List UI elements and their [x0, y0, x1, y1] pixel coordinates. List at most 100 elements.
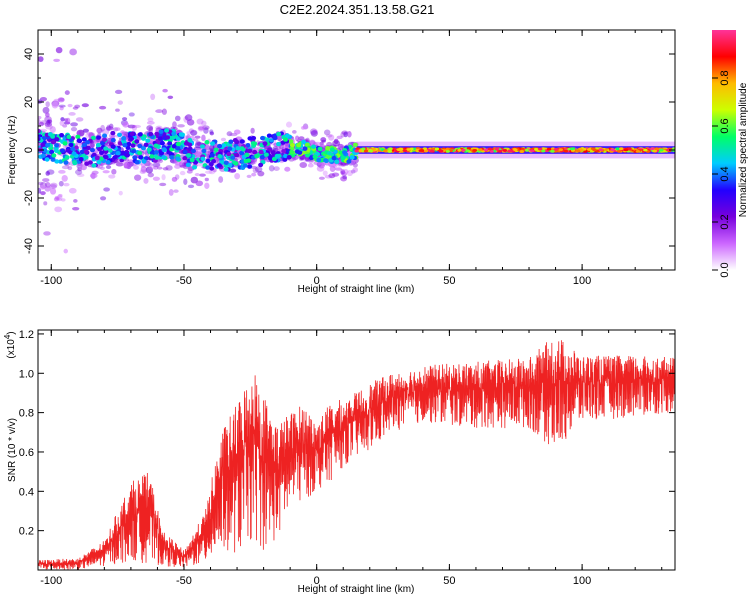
spectrogram-ridge-cell	[91, 152, 97, 158]
spectrogram-noise-cell	[268, 165, 275, 172]
spectrogram-noise-cell	[82, 128, 89, 133]
spectrogram-noise-cell	[196, 118, 204, 125]
spectrogram-noise-cell	[146, 121, 155, 125]
x-tick-label: 0	[314, 575, 320, 587]
spectrogram-noise-cell	[156, 166, 163, 170]
spectrogram-noise-cell	[39, 181, 47, 189]
spectrogram-ridge-cell	[494, 147, 500, 151]
spectrogram-ridge-cell	[84, 161, 90, 166]
spectrogram-ridge-cell	[627, 147, 632, 151]
spectrogram-ridge-cell	[204, 139, 210, 145]
spectrogram-ridge-cell	[524, 148, 530, 152]
spectrogram-ridge-cell	[205, 158, 211, 164]
spectrogram-noise-cell	[59, 120, 65, 126]
snr-x-label: Height of straight line (km)	[298, 584, 415, 595]
spectrogram-ridge-cell	[145, 138, 151, 143]
spectrogram-ridge-cell	[154, 131, 160, 137]
spectrogram-noise-cell	[74, 169, 83, 175]
spectrogram-noise-cell	[319, 141, 324, 146]
spectrogram-ridge-cell	[541, 149, 546, 153]
spectrogram-ridge-cell	[209, 152, 215, 158]
spectrogram-noise-cell	[193, 150, 202, 158]
spectrogram-noise-cell	[172, 121, 177, 129]
spectrogram-noise-cell	[307, 163, 314, 168]
spectrogram-noise-cell	[203, 127, 209, 134]
spectrogram-ridge-cell	[478, 148, 483, 152]
spectrogram-ridge-cell	[110, 130, 116, 136]
spectrogram-ridge-cell	[270, 150, 276, 155]
spectrogram-ridge-cell	[553, 148, 559, 151]
spectrogram-noise-cell	[45, 182, 51, 188]
spectrogram-ridge-cell	[161, 147, 167, 152]
spectrogram-ridge-cell	[226, 151, 232, 157]
spectrogram-noise-cell	[105, 165, 112, 170]
y-tick-label: 1.0	[19, 368, 34, 380]
spectrogram-ridge-cell	[115, 151, 121, 156]
spectrogram-noise-cell	[68, 112, 76, 116]
spectrogram-ridge-cell	[97, 146, 103, 152]
snr-y-multiplier-close: )	[6, 331, 17, 334]
spectrogram-ridge-cell	[130, 143, 136, 148]
snr-series-line	[38, 340, 675, 570]
colorbar-tick-label: 0.6	[719, 118, 731, 133]
spectrogram-ridge-cell	[176, 141, 182, 147]
spectrogram-noise-cell	[273, 166, 280, 171]
spectrogram-ridge-cell	[153, 143, 159, 148]
spectrogram-ridge-cell	[121, 136, 127, 141]
spectrogram-ridge-cell	[98, 156, 104, 161]
spectrogram-ridge-cell	[68, 142, 74, 148]
spectrogram-ridge-cell	[246, 164, 252, 169]
spectrogram-ridge-cell	[161, 155, 167, 160]
spectrogram-noise-cell	[87, 131, 94, 136]
spectrogram-noise-cell	[99, 166, 105, 171]
spectrogram-ridge-cell	[406, 148, 411, 151]
spectrogram-ridge-cell	[143, 156, 149, 161]
spectrogram-noise-cell	[199, 173, 206, 177]
spectrogram-ridge-cell	[254, 154, 260, 159]
snr-y-multiplier-exp: 4	[3, 334, 12, 339]
spectrogram-noise-cell	[190, 129, 198, 136]
spectrogram-noise-cell	[146, 125, 154, 131]
spectrogram-ridge-cell	[186, 153, 192, 158]
spectrogram-ridge-cell	[550, 149, 555, 153]
spectrogram-noise-cell	[168, 189, 174, 196]
spectrogram-noise-cell	[201, 134, 206, 142]
spectrogram-ridge-cell	[169, 147, 175, 152]
spectrogram-noise-cell	[174, 174, 180, 180]
spectrogram-ridge-cell	[75, 134, 81, 140]
spectrogram-ridge-cell	[439, 149, 444, 153]
spectrogram-noise-cell	[38, 56, 44, 62]
spectrogram-ridge-cell	[64, 155, 70, 160]
spectrogram-noise-cell	[42, 178, 50, 183]
spectrogram-noise-cell	[60, 117, 65, 122]
spectrogram-ridge-cell	[51, 153, 57, 158]
spectrogram-noise-cell	[108, 174, 116, 179]
x-tick-label: 50	[443, 575, 455, 587]
spectrogram-noise-cell	[42, 106, 50, 114]
spectrogram-ridge-cell	[334, 159, 340, 164]
spectrogram-noise-cell	[148, 162, 153, 167]
spectrogram-ridge-cell	[165, 135, 171, 140]
spectrogram-ridge-cell	[546, 147, 552, 151]
spectrogram-noise-cell	[122, 122, 130, 128]
spectrogram-ridge-cell	[654, 147, 659, 151]
spectrogram-ridge-cell	[652, 149, 658, 153]
spectrogram-ridge-cell	[141, 159, 147, 164]
spectrogram-ridge-cell	[286, 155, 292, 160]
spectrogram-ridge-cell	[598, 148, 604, 151]
spectrogram-noise-cell	[134, 174, 142, 181]
spectrogram-noise-cell	[133, 124, 141, 128]
spectrogram-noise-cell	[204, 177, 209, 182]
spectrogram-ridge-cell	[158, 129, 164, 134]
spectrogram-noise-cell	[115, 127, 121, 132]
spectrogram-noise-cell	[229, 132, 238, 137]
spectrogram-ridge-cell	[40, 153, 46, 158]
spectrogram-panel: -100 -50 0 50 100 -40 -20 0 20 40 Height of stra…	[7, 29, 676, 295]
spectrogram-ridge-cell	[91, 163, 97, 168]
spectrogram-noise-cell	[40, 191, 46, 196]
spectrogram-ridge-cell	[103, 149, 109, 155]
spectrogram-ridge-cell	[316, 157, 322, 163]
spectrogram-noise-cell	[53, 197, 59, 202]
spectrogram-ridge-cell	[396, 148, 402, 152]
